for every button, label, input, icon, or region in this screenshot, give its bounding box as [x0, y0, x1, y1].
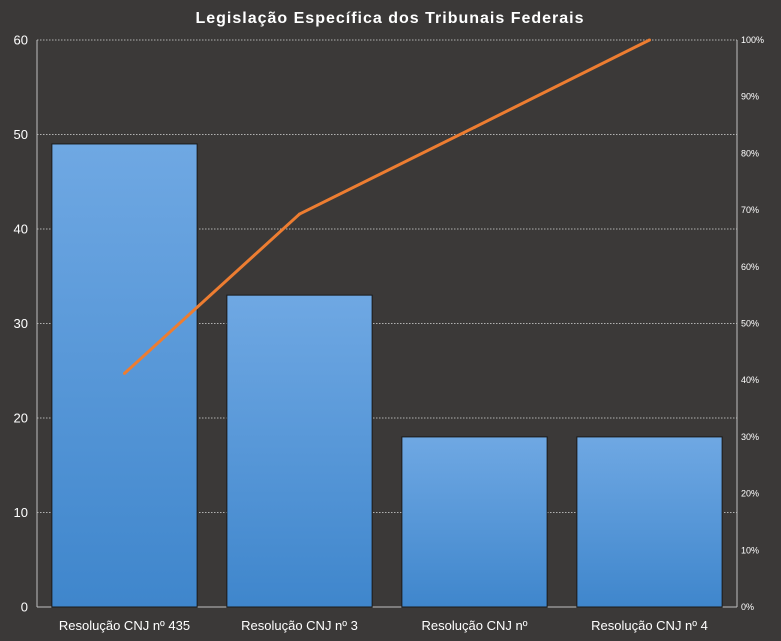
y-tick-label: 30	[14, 316, 28, 331]
y2-tick-label: 100%	[741, 35, 764, 45]
line-point	[298, 212, 301, 216]
y-tick-label: 60	[14, 33, 28, 48]
line-point	[473, 125, 476, 129]
y2-tick-label: 0%	[741, 602, 754, 612]
y-tick-label: 0	[21, 600, 28, 615]
category-label: Resolução CNJ nº 3	[241, 618, 358, 633]
y-tick-label: 50	[14, 127, 28, 142]
bar-series	[51, 143, 723, 608]
bar	[226, 294, 373, 608]
line-point	[123, 371, 126, 375]
bar	[51, 143, 198, 608]
bar	[401, 436, 548, 608]
y2-tick-label: 60%	[741, 262, 759, 272]
right-axis-ticks: 0% 10% 20% 30% 40% 50% 60% 70% 80% 90% 100%	[741, 35, 764, 612]
cumulative-line-series	[123, 38, 651, 375]
y2-tick-label: 50%	[741, 319, 759, 329]
line-point	[648, 38, 651, 42]
y2-tick-label: 40%	[741, 375, 759, 385]
y-tick-label: 20	[14, 411, 28, 426]
left-axis-ticks: 0 10 20 30 40 50 60	[14, 33, 28, 615]
y2-tick-label: 10%	[741, 545, 759, 555]
y2-tick-label: 80%	[741, 148, 759, 158]
category-label: Resolução CNJ nº 4	[591, 618, 708, 633]
x-axis-labels: Resolução CNJ nº 435 Resolução CNJ nº 3 Re…	[59, 618, 708, 633]
category-label: Resolução CNJ nº	[422, 618, 528, 633]
category-label: Resolução CNJ nº 435	[59, 618, 190, 633]
y-tick-label: 40	[14, 222, 28, 237]
bar	[576, 436, 723, 608]
cumulative-line	[123, 38, 651, 375]
y2-tick-label: 30%	[741, 432, 759, 442]
y2-tick-label: 90%	[741, 92, 759, 102]
y-tick-label: 10	[14, 505, 28, 520]
y2-tick-label: 20%	[741, 489, 759, 499]
y2-tick-label: 70%	[741, 205, 759, 215]
chart-title: Legislação Específica dos Tribunais Fede…	[195, 10, 584, 27]
